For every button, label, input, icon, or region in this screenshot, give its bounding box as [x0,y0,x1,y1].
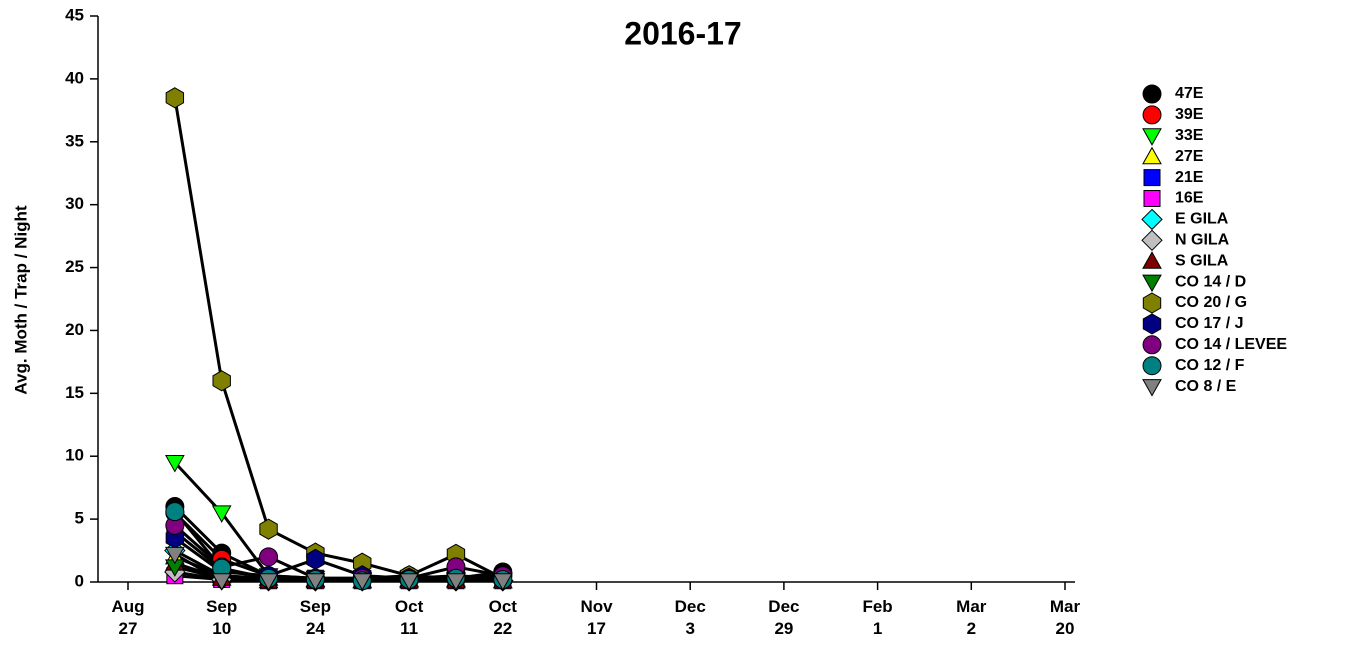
x-tick-label: Nov 17 [580,597,613,638]
x-tick-label: Mar 20 [1050,597,1081,638]
legend-label: CO 14 / LEVEE [1175,336,1287,353]
x-tick-label: Aug 27 [111,597,144,638]
x-tick-label: Sep 10 [206,597,237,638]
y-tick-label: 10 [65,446,84,465]
legend-marker [1142,146,1162,165]
legend-label: CO 12 / F [1175,357,1245,374]
legend-label: 27E [1175,148,1204,165]
data-point [259,518,278,540]
legend-label: E GILA [1175,211,1229,228]
legend-label: 39E [1175,106,1204,123]
legend-marker [1142,356,1162,376]
legend-marker [1142,128,1162,146]
y-axis-label: Avg. Moth / Trap / Night [11,205,30,395]
legend-label: N GILA [1175,232,1230,249]
legend-label: 21E [1175,169,1204,186]
y-tick-label: 0 [75,571,84,590]
data-point [306,548,325,570]
x-tick-label: Dec 29 [768,597,799,638]
legend-marker [1142,274,1162,293]
legend-marker [1142,105,1162,125]
legend-marker [1142,251,1162,269]
legend-label: 16E [1175,190,1204,207]
x-tick-label: Dec 3 [675,597,706,638]
y-tick-label: 5 [75,509,84,528]
x-tick-label: Oct 22 [489,597,518,638]
legend-marker [1143,169,1161,187]
legend-label: S GILA [1175,252,1229,269]
chart-title: 2016-17 [624,15,741,51]
legend-marker [1142,335,1162,355]
data-point [492,573,513,591]
y-tick-label: 45 [65,5,84,24]
y-tick-label: 30 [65,194,84,213]
data-point [165,87,185,109]
legend-label: CO 14 / D [1175,273,1246,290]
legend-marker [1143,190,1161,207]
x-tick-label: Sep 24 [300,597,331,638]
legend-marker [1142,313,1162,335]
legend-label: CO 17 / J [1175,315,1243,332]
y-tick-label: 20 [65,320,84,339]
legend-label: 33E [1175,127,1204,144]
x-tick-label: Oct 11 [395,597,424,638]
data-point [305,573,326,591]
data-point [352,573,373,591]
legend-label: 47E [1175,85,1204,102]
data-point [164,546,185,565]
legend-marker [1142,84,1162,104]
legend-marker [1141,208,1163,231]
legend-marker [1142,379,1162,397]
data-point [446,573,466,591]
data-point [165,502,185,522]
x-tick-label: Mar 2 [956,597,987,638]
data-point [258,573,279,591]
y-tick-label: 35 [65,131,84,150]
data-point [164,455,185,473]
data-point [211,505,232,523]
legend-marker [1141,229,1163,252]
data-point [211,573,232,591]
y-tick-label: 25 [65,257,84,276]
data-point [399,573,419,591]
data-point [259,547,279,567]
data-point [212,370,231,392]
legend-label: CO 20 / G [1175,294,1247,311]
legend-label: CO 8 / E [1175,378,1237,395]
x-tick-label: Feb 1 [862,597,892,638]
legend-marker [1142,292,1162,314]
y-tick-label: 15 [65,383,84,402]
y-tick-label: 40 [65,68,84,87]
